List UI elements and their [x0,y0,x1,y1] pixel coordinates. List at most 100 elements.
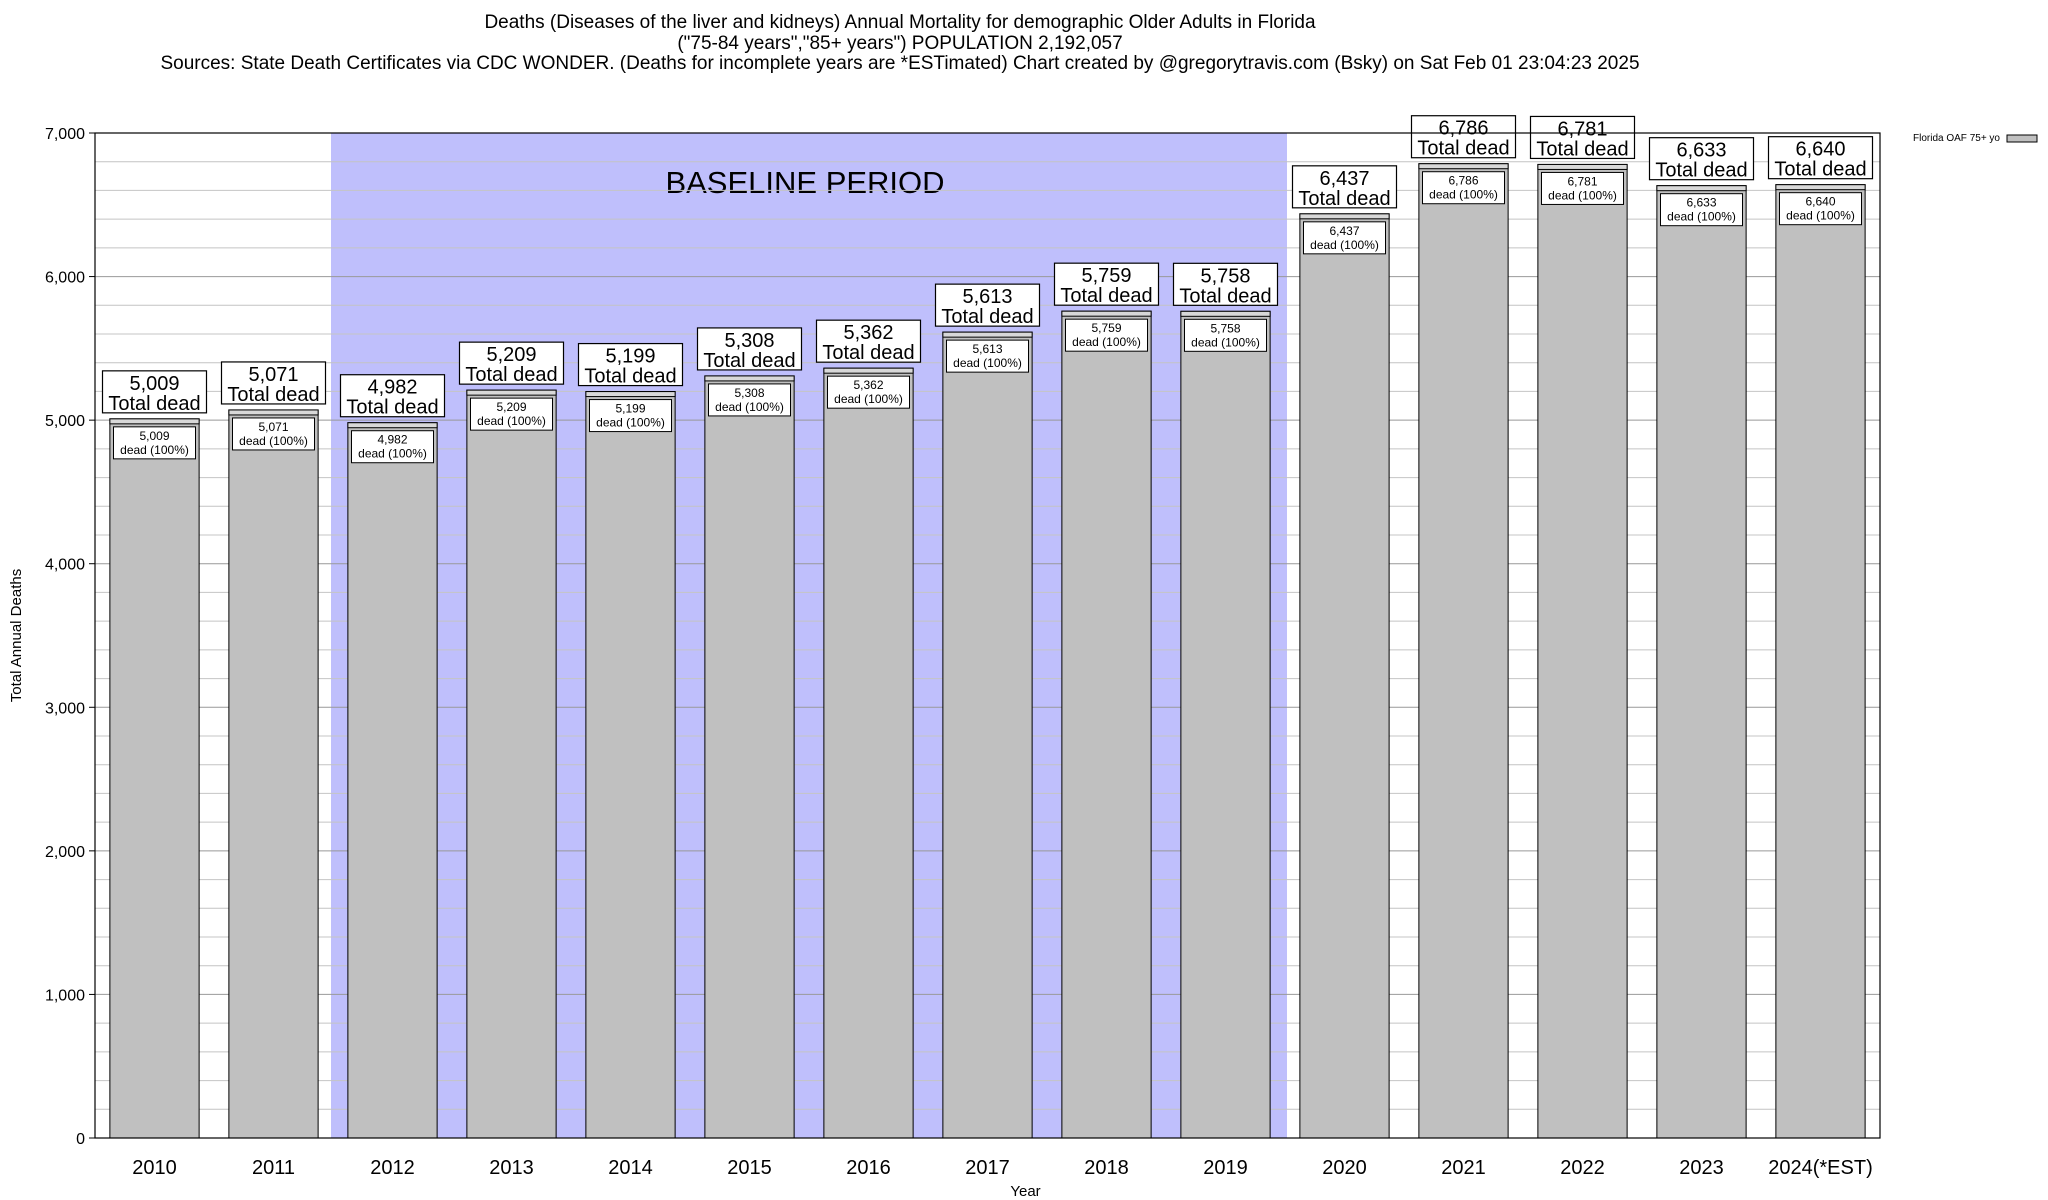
inner-label-box [1303,221,1386,255]
total-value-label: 5,009 [129,373,179,395]
inner-label-box [351,430,434,464]
total-label-box [339,374,446,418]
total-value-label: 5,759 [1081,265,1131,287]
inner-label-box [232,417,315,451]
inner-percent-label: dead (100%) [477,414,546,428]
total-label-box [577,342,684,387]
total-value-label: 6,437 [1319,168,1369,190]
y-tick-label: 5,000 [45,413,85,430]
x-tick-label: 2011 [252,1157,295,1179]
y-tick-label: 7,000 [45,126,85,143]
total-dead-label: Total dead [1060,285,1152,307]
bar [1180,310,1271,1139]
total-dead-label: Total dead [465,364,557,386]
bar [466,389,557,1139]
inner-label-box [113,426,196,460]
bar-cap [109,418,200,425]
total-label-box [934,283,1041,327]
chart-title: Deaths (Diseases of the liver and kidney… [484,12,1316,33]
inner-label-box [1065,318,1148,352]
baseline-period-label: BASELINE PERIOD [665,165,944,200]
inner-label-box [1541,171,1624,205]
inner-value-label: 5,759 [1091,321,1121,335]
legend-label: Florida OAF 75+ yo [1913,133,2000,144]
inner-value-label: 6,640 [1805,195,1835,209]
inner-percent-label: dead (100%) [120,443,189,457]
total-dead-label: Total dead [1655,160,1747,182]
inner-percent-label: dead (100%) [953,356,1022,370]
total-dead-label: Total dead [108,393,200,415]
bar-cap [347,422,438,429]
bar [585,391,676,1139]
x-tick-label: 2012 [370,1157,415,1179]
total-value-label: 6,640 [1795,139,1845,161]
bar-cap [1061,310,1152,317]
x-tick-label: 2015 [727,1157,772,1179]
bar [704,375,795,1139]
inner-percent-label: dead (100%) [1548,188,1617,202]
total-dead-label: Total dead [1417,138,1509,160]
inner-value-label: 5,071 [258,420,288,434]
total-dead-label: Total dead [822,342,914,364]
inner-value-label: 6,781 [1567,174,1597,188]
bar-cap [1656,185,1747,192]
x-tick-label: 2014 [608,1157,653,1179]
inner-value-label: 5,758 [1210,321,1240,335]
plot-frame [94,132,1881,1139]
inner-value-label: 4,982 [377,433,407,447]
total-dead-label: Total dead [346,397,438,419]
total-value-label: 6,786 [1438,118,1488,140]
bar-cap [823,367,914,374]
total-value-label: 5,308 [724,330,774,352]
total-dead-label: Total dead [1179,285,1271,307]
total-dead-label: Total dead [584,366,676,388]
inner-percent-label: dead (100%) [596,416,665,430]
inner-percent-label: dead (100%) [1191,335,1260,349]
total-value-label: 5,362 [843,322,893,344]
x-tick-label: 2010 [132,1157,177,1179]
bar [228,409,319,1139]
total-label-box [1410,115,1517,159]
inner-label-box [1660,193,1743,227]
x-tick-label: 2020 [1322,1157,1367,1179]
bar-cap [1180,310,1271,317]
x-tick-label: 2021 [1441,1157,1486,1179]
x-tick-label: 2024(*EST) [1768,1157,1873,1179]
total-value-label: 5,209 [486,344,536,366]
bar [1061,310,1152,1139]
inner-percent-label: dead (100%) [1429,188,1498,202]
legend-swatch [2006,134,2038,143]
x-tick-label: 2019 [1203,1157,1248,1179]
inner-percent-label: dead (100%) [1310,238,1379,252]
bar-cap [466,389,557,396]
x-tick-label: 2017 [965,1157,1010,1179]
x-tick-label: 2018 [1084,1157,1129,1179]
chart-source-line: Sources: State Death Certificates via CD… [160,53,1640,74]
inner-value-label: 5,009 [139,429,169,443]
total-dead-label: Total dead [941,306,1033,328]
total-label-box [1053,262,1160,306]
total-value-label: 4,982 [367,377,417,399]
y-axis-label: Total Annual Deaths [8,569,25,702]
inner-value-label: 5,209 [496,400,526,414]
inner-value-label: 5,613 [972,342,1002,356]
bar-cap [1418,163,1509,170]
inner-label-box [470,397,553,431]
total-label-box [696,327,803,371]
bar [823,367,914,1139]
x-tick-label: 2016 [846,1157,891,1179]
chart-subtitle: ("75-84 years","85+ years") POPULATION 2… [677,33,1123,54]
y-tick-label: 3,000 [45,700,85,717]
y-tick-label: 0 [76,1131,85,1148]
total-label-box [815,319,922,363]
bar [1418,163,1509,1139]
inner-percent-label: dead (100%) [358,447,427,461]
bar [942,331,1033,1139]
total-label-box [458,341,565,385]
inner-label-box [589,399,672,433]
inner-percent-label: dead (100%) [1667,210,1736,224]
total-value-label: 5,613 [962,286,1012,308]
bar-cap [704,375,795,382]
total-label-box [1648,137,1755,181]
